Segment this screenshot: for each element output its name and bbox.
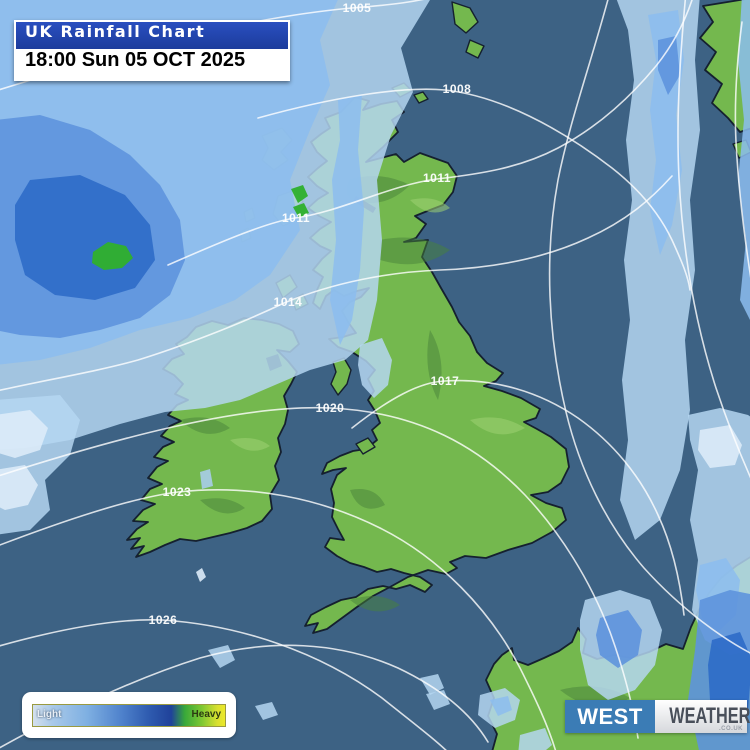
- pressure-label: 1017: [431, 374, 460, 388]
- rain-atlantic-intense: [15, 175, 155, 300]
- pressure-label: 1005: [343, 1, 372, 15]
- terrain-dartmoor: [350, 596, 400, 612]
- pressure-label: 1026: [149, 613, 178, 627]
- island-orkney-2: [413, 91, 429, 104]
- logo-weather: Weather: [669, 703, 750, 728]
- rain-green-atlantic: [92, 242, 133, 270]
- lough-derg: [200, 469, 213, 489]
- legend-light-label: Light: [37, 709, 62, 720]
- chart-datetime: 18:00 Sun 05 OCT 2025: [16, 49, 288, 79]
- terrain-wales: [350, 489, 385, 509]
- isobar-1020: [0, 406, 639, 739]
- terrain-grampians: [380, 237, 450, 265]
- rain-north-sea-intense: [658, 36, 680, 95]
- island-anglesey: [355, 437, 376, 455]
- legend-heavy-label: Heavy: [191, 709, 221, 720]
- isobar-1014: [0, 175, 673, 392]
- pressure-label: 1014: [274, 295, 303, 309]
- rain-gradient-bar: Light Heavy: [32, 704, 226, 727]
- island-norway: [465, 39, 485, 59]
- logo-west: West: [565, 700, 655, 733]
- terrain-ireland-west: [180, 417, 230, 434]
- rain-green-skye-2: [293, 203, 309, 218]
- rain-cell-channel: [420, 674, 444, 695]
- isobar-1017: [351, 379, 685, 616]
- terrain-ireland-south: [200, 498, 245, 514]
- terrain-lowland-england: [470, 417, 525, 435]
- pressure-label: 1011: [423, 171, 451, 185]
- rain-right-edge-band: [738, 0, 750, 320]
- pressure-labels: 1005 1008 1011 1011 1014 1017 1020 1023 1026: [149, 1, 472, 627]
- isobar-northsea-1: [548, 0, 750, 654]
- rain-cell-irish-coast: [196, 568, 206, 582]
- rain-brittany-2: [518, 728, 552, 750]
- logo-suffix: .CO.UK: [719, 726, 743, 732]
- westweather-logo: West Weather .CO.UK: [565, 700, 750, 733]
- rain-intensity-legend: Light Heavy: [22, 692, 236, 738]
- pressure-label: 1008: [443, 82, 472, 96]
- title-box: UK Rainfall Chart 18:00 Sun 05 OCT 2025: [14, 20, 290, 81]
- land-denmark: [699, 0, 750, 133]
- isobar-northsea-2: [677, 0, 750, 479]
- rain-green-skye-1: [291, 185, 308, 203]
- rain-brittany-core: [490, 696, 512, 716]
- rain-irish-sea: [358, 338, 392, 398]
- rain-pale-left-1: [0, 410, 48, 458]
- isobar-1011: [167, 0, 693, 266]
- terrain-pennines: [427, 330, 442, 400]
- pressure-label: 1023: [163, 485, 192, 499]
- logo-weather-box: Weather .CO.UK: [655, 700, 750, 733]
- island-isle-of-man: [330, 357, 352, 396]
- pressure-label: 1011: [282, 211, 310, 225]
- rain-west-scotland-band: [330, 95, 364, 345]
- isobar-1026: [0, 618, 447, 750]
- terrain-lowland-ireland: [230, 438, 270, 451]
- isobar-1023: [0, 488, 557, 750]
- terrain-lowland-scotland: [410, 198, 450, 213]
- isobar-1008: [257, 88, 691, 291]
- chart-title: UK Rainfall Chart: [16, 22, 288, 49]
- pressure-label: 1020: [316, 401, 345, 415]
- rain-north-sea-band: [616, 0, 700, 540]
- rain-pale-left-2: [0, 465, 38, 510]
- land-norway: [451, 1, 479, 34]
- rain-pale-netherlands: [698, 425, 742, 468]
- isobar-northsea-3: [734, 21, 750, 279]
- rain-cell-celtic-sea: [255, 702, 278, 720]
